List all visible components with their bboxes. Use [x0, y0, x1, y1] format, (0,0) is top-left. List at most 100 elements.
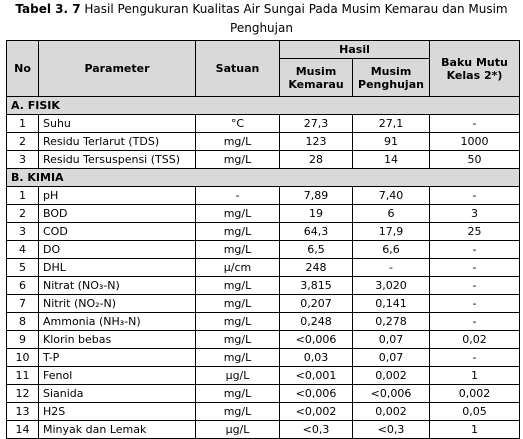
- cell-baku-mutu: -: [430, 241, 520, 259]
- cell-penghujan: 0,07: [353, 331, 430, 349]
- cell-parameter: DO: [39, 241, 196, 259]
- cell-baku-mutu: -: [430, 295, 520, 313]
- section-title: B. KIMIA: [7, 169, 520, 187]
- cell-kemarau: 3,815: [280, 277, 353, 295]
- cell-no: 3: [7, 151, 39, 169]
- cell-penghujan: 0,141: [353, 295, 430, 313]
- cell-no: 14: [7, 421, 39, 439]
- cell-kemarau: <0,002: [280, 403, 353, 421]
- table-row: 13 H2S mg/L <0,002 0,002 0,05: [7, 403, 520, 421]
- cell-satuan: mg/L: [196, 241, 280, 259]
- cell-parameter: pH: [39, 187, 196, 205]
- cell-satuan: mg/L: [196, 205, 280, 223]
- header-musim-kemarau: Musim Kemarau: [280, 59, 353, 97]
- cell-parameter: DHL: [39, 259, 196, 277]
- cell-kemarau: 28: [280, 151, 353, 169]
- cell-parameter: Klorin bebas: [39, 331, 196, 349]
- table-row: 5 DHL μ/cm 248- -: [7, 259, 520, 277]
- cell-kemarau: 123: [280, 133, 353, 151]
- cell-parameter: Ammonia (NH₃-N): [39, 313, 196, 331]
- cell-no: 4: [7, 241, 39, 259]
- section-title: A. FISIK: [7, 97, 520, 115]
- cell-baku-mutu: 50: [430, 151, 520, 169]
- table-row: 12 Sianida mg/L <0,006 <0,006 0,002: [7, 385, 520, 403]
- cell-no: 3: [7, 223, 39, 241]
- cell-kemarau: 19: [280, 205, 353, 223]
- cell-baku-mutu: 1000: [430, 133, 520, 151]
- section-row: A. FISIK: [7, 97, 520, 115]
- table-row: 7 Nitrit (NO₂-N) mg/L 0,207 0,141-: [7, 295, 520, 313]
- cell-baku-mutu: -: [430, 115, 520, 133]
- header-parameter: Parameter: [39, 41, 196, 97]
- cell-satuan: mg/L: [196, 277, 280, 295]
- cell-no: 1: [7, 115, 39, 133]
- cell-satuan: mg/L: [196, 403, 280, 421]
- section-row: B. KIMIA: [7, 169, 520, 187]
- cell-no: 2: [7, 205, 39, 223]
- cell-parameter: Nitrit (NO₂-N): [39, 295, 196, 313]
- cell-parameter: Residu Terlarut (TDS): [39, 133, 196, 151]
- caption-line2: Penghujan: [0, 19, 523, 38]
- caption-label: Tabel 3. 7: [15, 2, 80, 16]
- cell-kemarau: 0,03: [280, 349, 353, 367]
- cell-satuan: μg/L: [196, 421, 280, 439]
- cell-penghujan: 7,40: [353, 187, 430, 205]
- cell-baku-mutu: -: [430, 313, 520, 331]
- cell-satuan: mg/L: [196, 331, 280, 349]
- table-row: 10 T-P mg/L 0,03 0,07-: [7, 349, 520, 367]
- table-row: 8 Ammonia (NH₃-N) mg/L 0,248 0,278-: [7, 313, 520, 331]
- cell-no: 1: [7, 187, 39, 205]
- cell-baku-mutu: -: [430, 349, 520, 367]
- cell-satuan: mg/L: [196, 313, 280, 331]
- cell-parameter: Minyak dan Lemak: [39, 421, 196, 439]
- cell-baku-mutu: 0,05: [430, 403, 520, 421]
- cell-satuan: mg/L: [196, 295, 280, 313]
- cell-baku-mutu: 1: [430, 367, 520, 385]
- cell-kemarau: 64,3: [280, 223, 353, 241]
- cell-parameter: Nitrat (NO₃-N): [39, 277, 196, 295]
- table-body: A. FISIK 1 Suhu °C 27,3 27,1-2 Residu Terlarut…: [7, 97, 520, 439]
- table-row: 3 Residu Tersuspensi (TSS) mg/L 28 14 50: [7, 151, 520, 169]
- cell-parameter: Sianida: [39, 385, 196, 403]
- cell-kemarau: <0,3: [280, 421, 353, 439]
- table-row: 6 Nitrat (NO₃-N) mg/L 3,815 3,020-: [7, 277, 520, 295]
- cell-satuan: mg/L: [196, 349, 280, 367]
- cell-kemarau: <0,001: [280, 367, 353, 385]
- cell-kemarau: 248: [280, 259, 353, 277]
- cell-penghujan: 6,6: [353, 241, 430, 259]
- cell-kemarau: 7,89: [280, 187, 353, 205]
- cell-baku-mutu: -: [430, 277, 520, 295]
- cell-penghujan: <0,3: [353, 421, 430, 439]
- cell-no: 5: [7, 259, 39, 277]
- cell-penghujan: 14: [353, 151, 430, 169]
- cell-parameter: COD: [39, 223, 196, 241]
- header-musim-penghujan: Musim Penghujan: [353, 59, 430, 97]
- table-row: 3 COD mg/L 64,3 17,9 25: [7, 223, 520, 241]
- cell-kemarau: 27,3: [280, 115, 353, 133]
- cell-satuan: -: [196, 187, 280, 205]
- table-row: 4 DO mg/L 6,5 6,6-: [7, 241, 520, 259]
- cell-baku-mutu: -: [430, 187, 520, 205]
- cell-no: 7: [7, 295, 39, 313]
- cell-satuan: mg/L: [196, 385, 280, 403]
- header-satuan: Satuan: [196, 41, 280, 97]
- table-row: 11 Fenol μg/L <0,001 0,002 1: [7, 367, 520, 385]
- water-quality-table: No Parameter Satuan Hasil Baku Mutu Kela…: [6, 40, 520, 439]
- cell-no: 12: [7, 385, 39, 403]
- cell-penghujan: 3,020: [353, 277, 430, 295]
- cell-no: 8: [7, 313, 39, 331]
- cell-baku-mutu: 0,02: [430, 331, 520, 349]
- table-row: 14 Minyak dan Lemak μg/L <0,3 <0,3 1: [7, 421, 520, 439]
- cell-parameter: BOD: [39, 205, 196, 223]
- cell-satuan: mg/L: [196, 133, 280, 151]
- cell-no: 11: [7, 367, 39, 385]
- table-row: 1 pH -7,89 7,40-: [7, 187, 520, 205]
- header-baku-mutu: Baku Mutu Kelas 2*): [430, 41, 520, 97]
- cell-satuan: μg/L: [196, 367, 280, 385]
- cell-kemarau: 0,207: [280, 295, 353, 313]
- cell-satuan: °C: [196, 115, 280, 133]
- cell-penghujan: 0,278: [353, 313, 430, 331]
- cell-baku-mutu: -: [430, 259, 520, 277]
- cell-penghujan: 0,07: [353, 349, 430, 367]
- cell-parameter: Fenol: [39, 367, 196, 385]
